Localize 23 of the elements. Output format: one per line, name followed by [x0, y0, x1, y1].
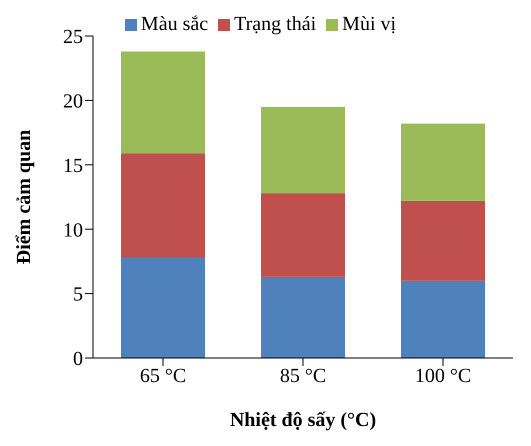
x-tick-label: 65 °C [140, 365, 186, 388]
bar [121, 258, 205, 358]
bar [401, 200, 485, 281]
legend-label: Màu sắc [140, 13, 208, 35]
y-tick-label: 10 [63, 219, 83, 242]
legend-label: Mùi vị [342, 13, 396, 35]
bar [401, 124, 485, 201]
y-tick-label: 20 [63, 90, 83, 112]
bar [261, 193, 345, 277]
y-tick-label: 25 [63, 26, 83, 48]
bar [261, 276, 345, 358]
x-tick-label: 85 °C [280, 365, 326, 388]
bar [261, 106, 345, 194]
x-tick-label: 100 °C [414, 365, 472, 388]
bar [401, 280, 485, 358]
legend-label: Trạng thái [234, 13, 316, 35]
y-tick-label: 0 [73, 348, 83, 370]
y-tick-label: 15 [63, 154, 83, 177]
y-axis-title: Điểm cảm quan [13, 130, 36, 264]
y-tick-label: 5 [73, 284, 83, 306]
bar [121, 51, 205, 154]
x-axis-title: Nhiệt độ sấy (°C) [230, 409, 376, 431]
bar [121, 153, 205, 258]
